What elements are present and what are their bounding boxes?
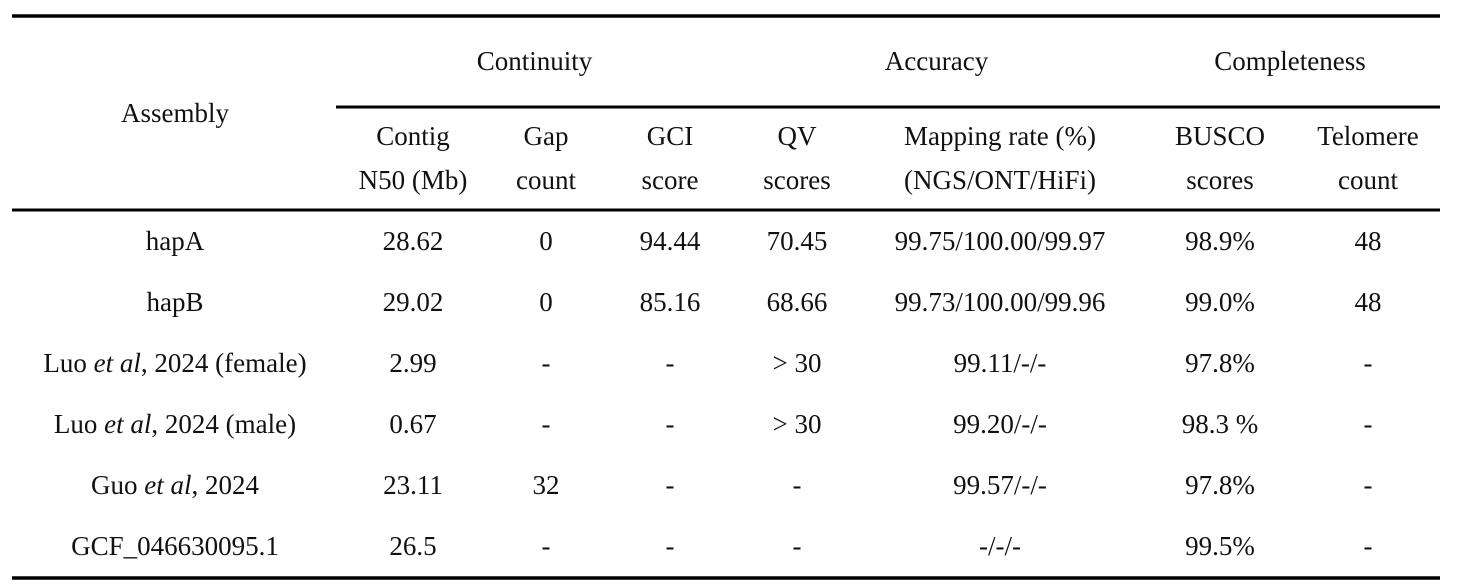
column-header: QV bbox=[778, 121, 817, 151]
table-cell: 23.11 bbox=[383, 470, 443, 500]
table-cell: 99.5% bbox=[1185, 531, 1255, 561]
table-cell: - bbox=[1364, 348, 1373, 378]
column-header: Assembly bbox=[121, 98, 230, 128]
assembly-name: Luo et al, 2024 (female) bbox=[43, 348, 306, 378]
column-header: Gap bbox=[524, 121, 569, 151]
table-cell: 94.44 bbox=[640, 226, 701, 256]
group-header: Completeness bbox=[1214, 46, 1365, 76]
table-cell: 26.5 bbox=[389, 531, 436, 561]
table-cell: > 30 bbox=[773, 409, 822, 439]
citation-italic: et al bbox=[144, 470, 191, 500]
name-part: GCF_046630095.1 bbox=[71, 531, 279, 561]
name-part: Guo bbox=[91, 470, 144, 500]
column-header: GCI bbox=[647, 121, 694, 151]
group-header: Accuracy bbox=[885, 46, 989, 76]
table-cell: - bbox=[1364, 531, 1373, 561]
column-header: Contig bbox=[376, 121, 450, 151]
table-cell: 98.3 % bbox=[1182, 409, 1259, 439]
table-cell: - bbox=[1364, 470, 1373, 500]
group-header: Continuity bbox=[477, 46, 593, 76]
table-cell: 70.45 bbox=[767, 226, 828, 256]
name-part: Luo bbox=[54, 409, 104, 439]
name-part: , 2024 bbox=[192, 470, 260, 500]
table-cell: - bbox=[793, 470, 802, 500]
table-cell: -/-/- bbox=[979, 531, 1021, 561]
table-cell: > 30 bbox=[773, 348, 822, 378]
table-cell: 99.11/-/- bbox=[954, 348, 1047, 378]
table-cell: 99.20/-/- bbox=[953, 409, 1047, 439]
table-cell: 2.99 bbox=[389, 348, 436, 378]
table-cell: 29.02 bbox=[383, 287, 444, 317]
column-header: Telomere bbox=[1317, 121, 1419, 151]
column-header: scores bbox=[763, 165, 830, 195]
table-cell: 99.75/100.00/99.97 bbox=[895, 226, 1106, 256]
column-header: N50 (Mb) bbox=[359, 165, 468, 195]
table-cell: - bbox=[542, 409, 551, 439]
name-part: , 2024 (male) bbox=[151, 409, 296, 439]
table-cell: - bbox=[793, 531, 802, 561]
assembly-name: Luo et al, 2024 (male) bbox=[54, 409, 296, 439]
name-part: hapA bbox=[146, 226, 205, 256]
column-header: BUSCO bbox=[1175, 121, 1265, 151]
assembly-name: Guo et al, 2024 bbox=[91, 470, 260, 500]
table-cell: - bbox=[666, 348, 675, 378]
column-header: Mapping rate (%) bbox=[904, 121, 1096, 151]
table-cell: 99.73/100.00/99.96 bbox=[895, 287, 1106, 317]
table-cell: - bbox=[1364, 409, 1373, 439]
assembly-name: GCF_046630095.1 bbox=[71, 531, 279, 561]
table-cell: 32 bbox=[533, 470, 560, 500]
table-cell: - bbox=[666, 470, 675, 500]
table-cell: 48 bbox=[1355, 226, 1382, 256]
table-cell: 97.8% bbox=[1185, 348, 1255, 378]
table-cell: 0.67 bbox=[389, 409, 436, 439]
citation-italic: et al bbox=[104, 409, 151, 439]
table-cell: 0 bbox=[539, 226, 553, 256]
table-cell: - bbox=[666, 531, 675, 561]
table-cell: 98.9% bbox=[1185, 226, 1255, 256]
citation-italic: et al bbox=[94, 348, 141, 378]
column-header: scores bbox=[1186, 165, 1253, 195]
table-cell: 85.16 bbox=[640, 287, 701, 317]
table-cell: 97.8% bbox=[1185, 470, 1255, 500]
table-cell: 0 bbox=[539, 287, 553, 317]
table-cell: 99.57/-/- bbox=[953, 470, 1047, 500]
table-cell: - bbox=[542, 348, 551, 378]
name-part: Luo bbox=[43, 348, 93, 378]
assembly-name: hapB bbox=[147, 287, 204, 317]
column-header: score bbox=[642, 165, 699, 195]
table-cell: 48 bbox=[1355, 287, 1382, 317]
name-part: , 2024 (female) bbox=[141, 348, 307, 378]
column-header: count bbox=[1338, 165, 1398, 195]
column-header: (NGS/ONT/HiFi) bbox=[904, 165, 1096, 195]
table-cell: - bbox=[666, 409, 675, 439]
assembly-name: hapA bbox=[146, 226, 205, 256]
table-cell: 28.62 bbox=[383, 226, 444, 256]
table-cell: 99.0% bbox=[1185, 287, 1255, 317]
column-header: count bbox=[516, 165, 576, 195]
table-cell: 68.66 bbox=[767, 287, 828, 317]
table-cell: - bbox=[542, 531, 551, 561]
name-part: hapB bbox=[147, 287, 204, 317]
